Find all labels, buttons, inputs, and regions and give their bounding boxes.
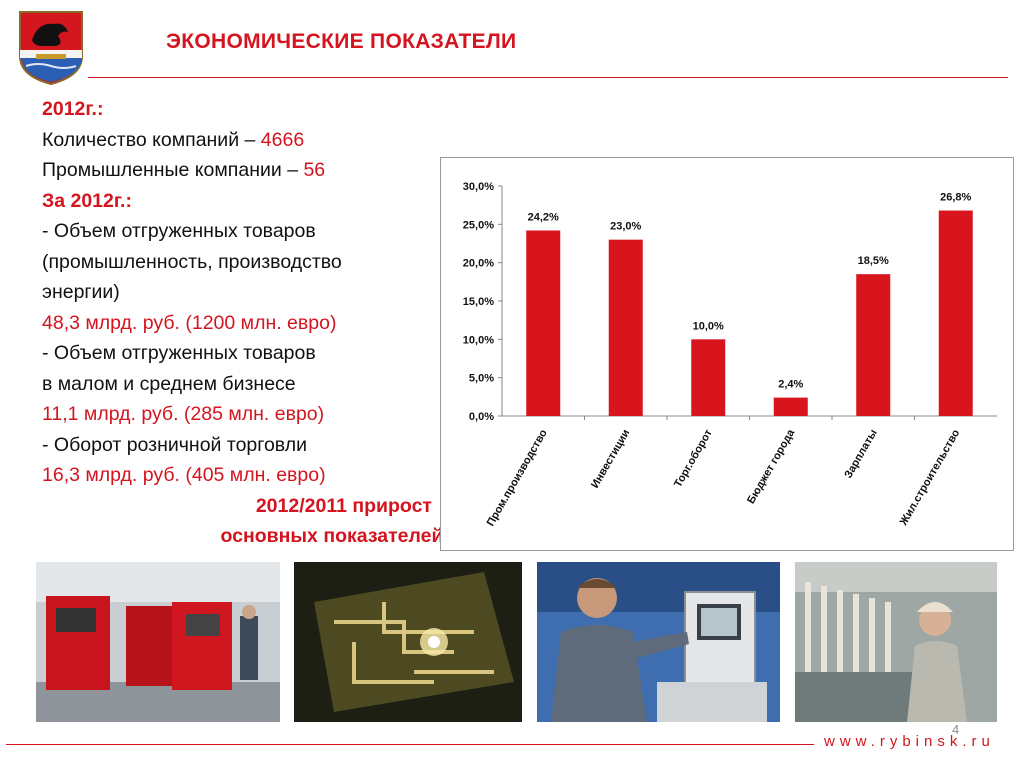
website-link[interactable]: www.rybinsk.ru [824,733,995,750]
sme-value: 11,1 млрд. руб. (285 млн. евро) [42,403,325,425]
bar-value-label: 26,8% [940,192,971,204]
growth-heading-2: основных показателей: [220,525,450,547]
category-label: Инвестиции [589,428,632,491]
category-label: Торг.оборот [672,427,715,490]
industrial-label: Промышленные компании – [42,159,304,181]
category-label: Пром.производство [485,427,550,528]
companies-value: 4666 [260,128,305,151]
photo-textile-factory [795,562,997,722]
retail-label: - Оборот розничной торговли [42,433,307,456]
category-label: Бюджет города [745,427,798,506]
bar [526,230,561,416]
sme-label-1: - Объем отгруженных товаров [42,342,316,364]
header-divider [88,77,1008,78]
photo-operator-console [537,562,780,722]
photo-machines [36,562,280,722]
period-heading: За 2012г.: [42,189,132,212]
page-title: ЭКОНОМИЧЕСКИЕ ПОКАЗАТЕЛИ [166,30,517,53]
bar [608,239,643,416]
growth-heading-1: 2012/2011 прирост [255,494,432,517]
y-tick-label: 30,0% [463,181,494,193]
y-tick-label: 10,0% [463,334,494,346]
companies-line: Количество компаний – 4666 [42,125,442,156]
bar [691,339,726,416]
retail-value: 16,3 млрд. руб. (405 млн. евро) [42,464,326,486]
bar-value-label: 23,0% [610,221,641,233]
page-number: 4 [952,722,960,737]
bar-value-label: 18,5% [858,255,889,267]
shipped-label-1: - Объем отгруженных товаров [42,220,316,242]
bar [856,274,891,416]
bar-value-label: 2,4% [778,379,803,391]
industrial-line: Промышленные компании – 56 [42,155,442,186]
bar [938,210,973,416]
category-label: Жил.строительство [897,427,962,528]
bar [773,397,808,416]
y-tick-label: 0,0% [469,411,494,423]
summary-text: 2012г.: Количество компаний – 4666 Промы… [42,94,450,552]
chart-canvas: 0,0% 5,0% 10,0% 15,0% 20,0% 25,0% 30,0% 24,2% Пр… [463,181,997,528]
shipped-value: 48,3 млрд. руб. (1200 млн. евро) [42,311,337,334]
y-tick-label: 15,0% [463,296,494,308]
y-tick-label: 25,0% [463,219,494,231]
city-coat-of-arms [18,10,84,86]
sme-label-2: в малом и среднем бизнесе [42,372,296,395]
growth-bar-chart: 0,0% 5,0% 10,0% 15,0% 20,0% 25,0% 30,0% 24,2% Пр… [440,157,1014,551]
photo-circuit-board [294,562,522,722]
category-label: Зарплаты [842,428,880,481]
bar-value-label: 10,0% [693,320,724,332]
footer-divider [6,744,814,745]
bar-value-label: 24,2% [528,211,559,223]
shipped-label-2: (промышленность, производство [42,250,342,273]
y-tick-label: 20,0% [463,258,494,270]
y-tick-label: 5,0% [469,373,494,385]
companies-label: Количество компаний – [42,128,261,151]
industrial-value: 56 [303,159,326,181]
shipped-label-3: энергии) [42,281,120,303]
year-heading: 2012г.: [42,98,104,120]
